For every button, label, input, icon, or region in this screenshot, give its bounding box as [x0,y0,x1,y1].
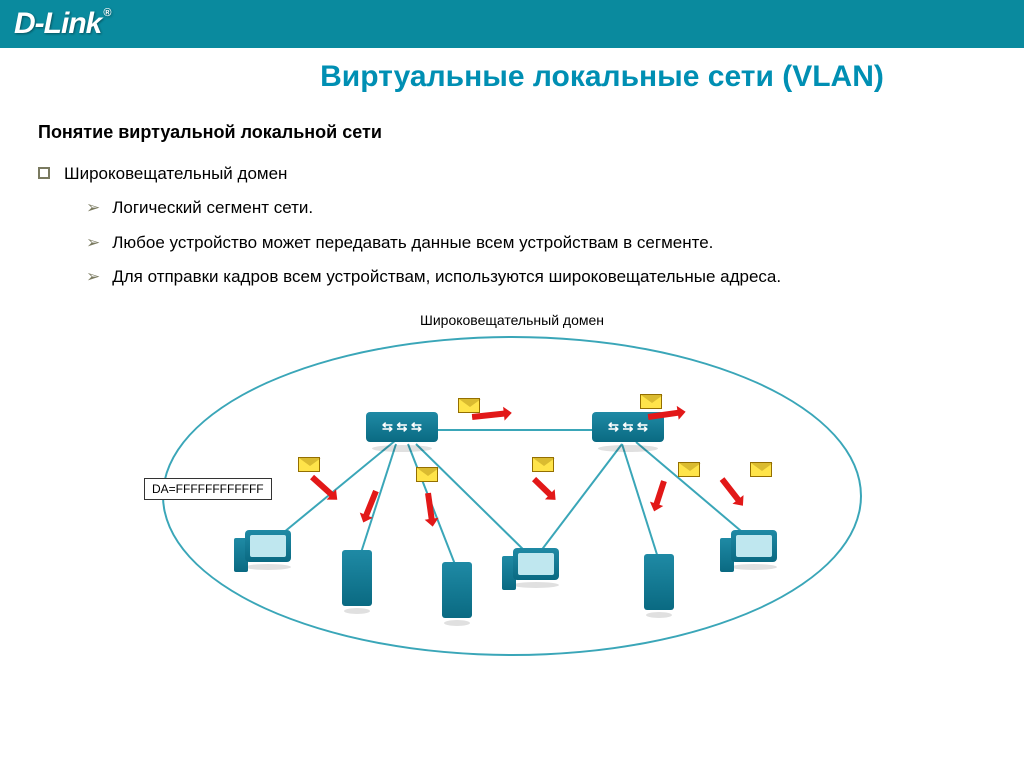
bullet-l2-0: ➢ Логический сегмент сети. [38,195,986,221]
bullet-l2-1-text: Любое устройство может передавать данные… [112,230,986,256]
server-device [442,562,472,626]
square-bullet-icon [38,167,50,179]
envelope-icon [750,462,772,477]
server-device [644,554,674,618]
pc-device [242,530,294,570]
page-title: Виртуальные локальные сети (VLAN) [180,60,1024,94]
content: Понятие виртуальной локальной сети Широк… [0,94,1024,672]
server-device [342,550,372,614]
bullet-l1: Широковещательный домен [38,161,986,187]
pc-device [728,530,780,570]
broadcast-domain-diagram: Широковещательный домен DA=FFFFFFFFFFFF … [162,312,862,672]
arrow-bullet-icon: ➢ [86,230,100,256]
switch-device: ⇆ ⇆ ⇆ [366,412,438,452]
bullet-l1-text: Широковещательный домен [64,161,986,187]
envelope-icon [532,457,554,472]
pc-device [510,548,562,588]
header-bar: D-Link® [0,0,1024,48]
bullet-l2-2: ➢ Для отправки кадров всем устройствам, … [38,264,986,290]
brand-logo: D-Link® [14,7,110,41]
arrow-bullet-icon: ➢ [86,264,100,290]
logo-text: D-Link [14,7,101,40]
destination-address-label: DA=FFFFFFFFFFFF [144,478,272,500]
bullet-l2-0-text: Логический сегмент сети. [112,195,986,221]
subtitle: Понятие виртуальной локальной сети [38,122,986,143]
logo-reg: ® [103,7,110,19]
arrow-bullet-icon: ➢ [86,195,100,221]
bullet-l2-1: ➢ Любое устройство может передавать данн… [38,230,986,256]
envelope-icon [416,467,438,482]
bullet-l2-2-text: Для отправки кадров всем устройствам, ис… [112,264,986,290]
envelope-icon [678,462,700,477]
